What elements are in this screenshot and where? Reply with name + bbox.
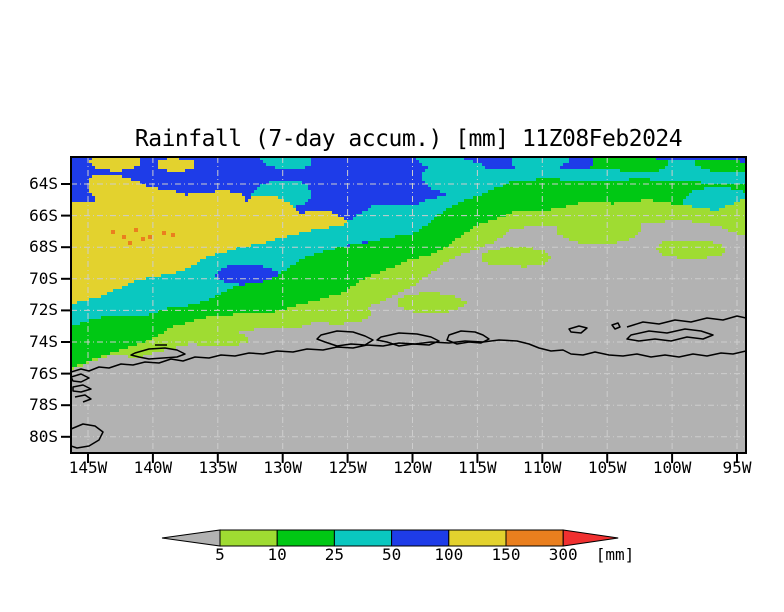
colorbar-tick-label: 300 bbox=[548, 545, 578, 564]
colorbar-tick-label: 25 bbox=[324, 545, 345, 564]
island-contour bbox=[626, 328, 714, 342]
colorbar-segment-yellow bbox=[448, 529, 507, 547]
lat-label: 76S bbox=[29, 363, 58, 383]
colorbar-right-arrow bbox=[562, 529, 619, 547]
lat-label: 72S bbox=[29, 300, 58, 320]
island-contour bbox=[611, 322, 621, 330]
lon-label: 110W bbox=[523, 458, 562, 477]
lon-label: 125W bbox=[328, 458, 367, 477]
colorbar-tick-label: 10 bbox=[267, 545, 287, 564]
lon-label: 95W bbox=[722, 458, 752, 477]
lat-label: 64S bbox=[29, 174, 58, 193]
colorbar-segment-lightgreen bbox=[219, 529, 278, 547]
island-contour bbox=[568, 325, 588, 334]
lon-label: 135W bbox=[198, 458, 238, 477]
island-contour bbox=[130, 347, 186, 360]
coastline-path bbox=[71, 339, 746, 373]
lat-lon-gridlines bbox=[71, 157, 746, 453]
lat-label: 80S bbox=[29, 426, 58, 446]
colorbar-unit-label: [mm] bbox=[595, 545, 635, 564]
map-frame bbox=[70, 156, 747, 454]
lon-label: 145W bbox=[68, 458, 108, 477]
colorbar-scale bbox=[161, 529, 619, 547]
colorbar-segment-green bbox=[276, 529, 335, 547]
island-contour bbox=[376, 332, 440, 347]
island-contour bbox=[446, 330, 490, 345]
lon-label: 115W bbox=[458, 458, 497, 477]
island-contour bbox=[316, 330, 374, 347]
ice-shelf-contour bbox=[74, 394, 92, 403]
lat-label: 70S bbox=[29, 268, 58, 288]
colorbar-tick-label: 100 bbox=[434, 545, 464, 564]
lat-label: 74S bbox=[29, 332, 58, 351]
colorbar-segment-orange bbox=[505, 529, 564, 547]
lon-label: 105W bbox=[587, 458, 627, 477]
colorbar: [mm] 5 10 25 50 100 150 300 bbox=[160, 524, 648, 572]
lat-label: 66S bbox=[29, 205, 58, 225]
colorbar-segment-cyan bbox=[333, 529, 393, 547]
coastline bbox=[71, 315, 746, 449]
island-contour bbox=[71, 423, 104, 449]
island-contour bbox=[626, 315, 746, 328]
colorbar-tick-label: 5 bbox=[215, 545, 225, 564]
colorbar-tick-label: 150 bbox=[491, 545, 521, 564]
lon-label: 120W bbox=[393, 458, 432, 477]
ice-shelf-contour bbox=[72, 384, 92, 393]
lat-label: 68S bbox=[29, 237, 58, 257]
colorbar-left-arrow bbox=[161, 529, 221, 547]
axis-ticks bbox=[61, 183, 738, 463]
lat-label: 78S bbox=[29, 395, 58, 415]
lon-label: 100W bbox=[652, 458, 692, 477]
plot-title: Rainfall (7-day accum.) [mm] 11Z08Feb202… bbox=[134, 126, 683, 152]
lon-label: 140W bbox=[133, 458, 173, 477]
rainfall-map-canvas bbox=[71, 157, 746, 453]
colorbar-tick-label: 50 bbox=[381, 545, 402, 564]
colorbar-segment-blue bbox=[391, 529, 450, 547]
ice-shelf-contour bbox=[71, 373, 90, 383]
lon-label: 130W bbox=[263, 458, 302, 477]
